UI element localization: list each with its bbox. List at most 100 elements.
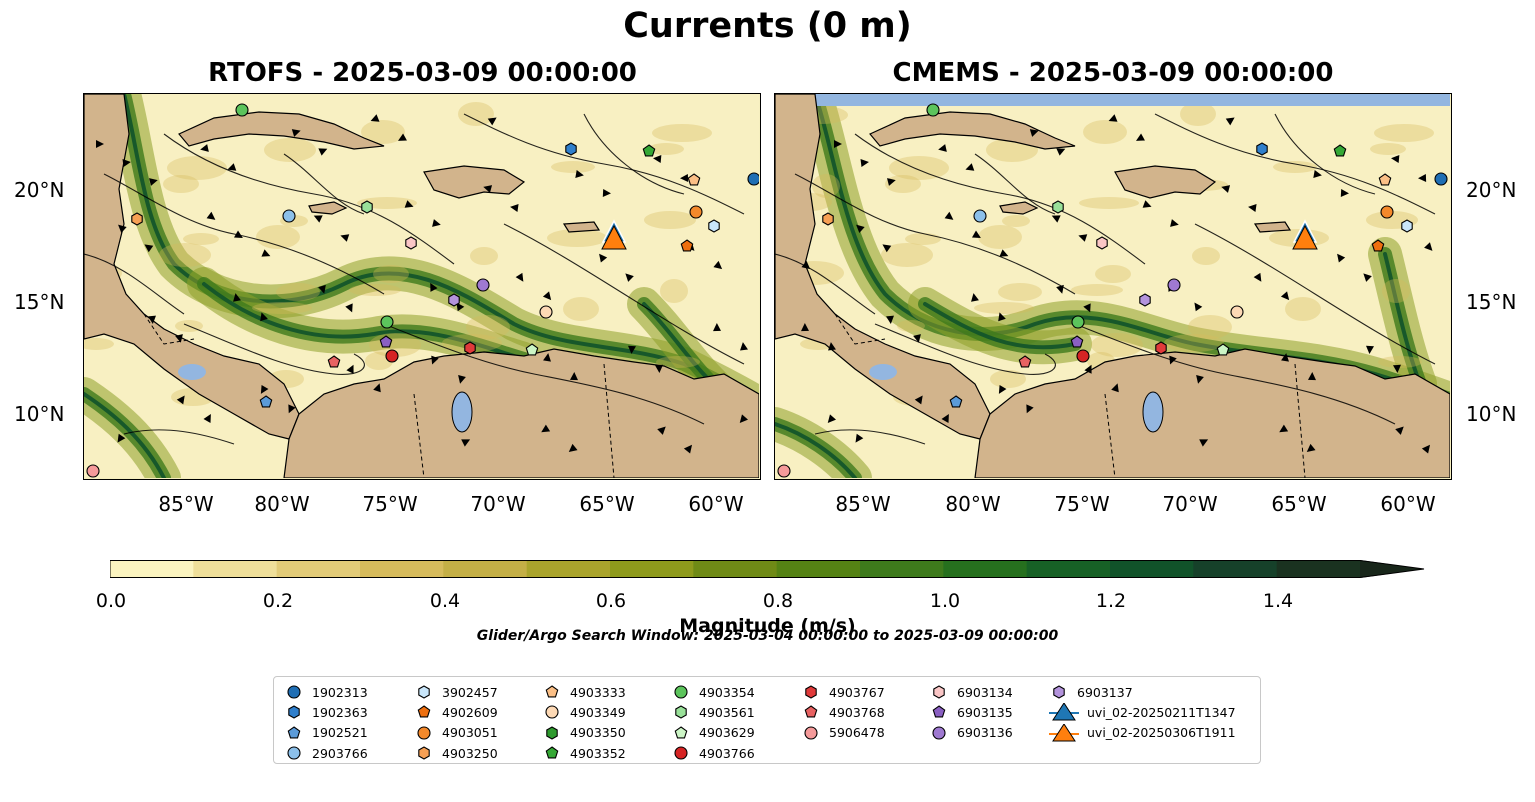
- legend-marker-icon: [418, 685, 430, 699]
- colorbar-segment: [443, 560, 528, 578]
- float-marker: [680, 239, 694, 252]
- float-marker: [822, 212, 834, 226]
- glider-marker-uvi-02-20250306: [1292, 224, 1318, 250]
- float-marker: [642, 144, 656, 157]
- legend-marker-icon: [287, 746, 301, 760]
- legend-marker-icon: [287, 685, 301, 699]
- legend-item: 4903561: [671, 702, 755, 722]
- legend-marker-icon: [417, 726, 431, 740]
- float-marker: [1071, 315, 1085, 329]
- legend-label: 4903354: [699, 684, 755, 700]
- legend-item: uvi_02-20250306T1911: [1049, 723, 1236, 743]
- colorbar-segment: [110, 560, 194, 578]
- float-marker: [380, 315, 394, 329]
- colorbar-extend-arrow: [1360, 560, 1424, 578]
- float-marker: [379, 335, 393, 348]
- colorbar-tick: 0.8: [762, 590, 794, 612]
- lon-tick-right: 75°W: [1054, 492, 1110, 516]
- colorbar-segment: [193, 560, 278, 578]
- float-marker: [539, 305, 553, 319]
- legend-column: 4903333 4903349 4903350 4903352: [542, 682, 626, 763]
- legend-marker-icon: [805, 685, 817, 699]
- colorbar-segment: [943, 560, 1028, 578]
- colorbar-tick: 0.6: [595, 590, 627, 612]
- lon-tick-right: 60°W: [1380, 492, 1436, 516]
- legend-marker-icon: [546, 726, 558, 740]
- legend-label: 4903350: [570, 725, 626, 741]
- legend-label: 4903561: [699, 704, 755, 720]
- colorbar-tick: 1.4: [1262, 590, 1294, 612]
- legend-item: 4903766: [671, 743, 755, 763]
- colorbar-segment: [610, 560, 694, 578]
- legend-marker-icon: [804, 705, 818, 718]
- float-marker: [1371, 239, 1385, 252]
- map-panel-rtofs[interactable]: [83, 93, 761, 480]
- legend-item: 4903767: [801, 682, 885, 702]
- legend-column: 3902457 4902609 4903051 4903250: [414, 682, 498, 763]
- legend-label: 4903349: [570, 704, 626, 720]
- colorbar-segment: [1110, 560, 1194, 578]
- float-marker: [777, 464, 791, 478]
- legend-item: uvi_02-20250211T1347: [1049, 702, 1236, 722]
- float-marker: [405, 236, 417, 250]
- colorbar-segment: [360, 560, 444, 578]
- lon-tick-right: 70°W: [1162, 492, 1218, 516]
- float-marker: [565, 142, 577, 156]
- legend-item: 1902521: [284, 723, 368, 743]
- legend-item: 4903333: [542, 682, 626, 702]
- float-marker: [1167, 278, 1181, 292]
- legend-column: 1902313 1902363 1902521 2903766: [284, 682, 368, 763]
- float-marker: [708, 219, 720, 233]
- legend-marker-icon: [545, 705, 559, 719]
- legend-marker-icon: [674, 685, 688, 699]
- float-marker: [235, 103, 249, 117]
- legend-marker-icon: [804, 726, 818, 740]
- current-magnitude-map-rtofs: [84, 94, 759, 478]
- colorbar-tick: 1.0: [929, 590, 961, 612]
- map-panel-cmems[interactable]: [774, 93, 1452, 480]
- float-marker: [476, 278, 490, 292]
- legend-column: 4903767 4903768 5906478: [801, 682, 885, 743]
- float-marker: [131, 212, 143, 226]
- colorbar-segment: [693, 560, 778, 578]
- legend-item: 4903768: [801, 702, 885, 722]
- legend-item: 4903250: [414, 743, 498, 763]
- legend-item: 4903349: [542, 702, 626, 722]
- legend-marker-icon: [1049, 703, 1079, 721]
- float-marker: [949, 395, 963, 408]
- legend-column: 4903354 4903561 4903629 4903766: [671, 682, 755, 763]
- legend-marker-icon: [674, 746, 688, 760]
- float-marker: [1256, 142, 1268, 156]
- legend-label: 4903333: [570, 684, 626, 700]
- float-marker: [259, 395, 273, 408]
- legend-column: 6903134 6903135 6903136: [929, 682, 1013, 743]
- legend-marker-icon: [932, 726, 946, 740]
- legend-item: 6903135: [929, 702, 1013, 722]
- legend-item: 4902609: [414, 702, 498, 722]
- legend-label: 4902609: [442, 704, 498, 720]
- colorbar-segment: [1276, 560, 1361, 578]
- colorbar-tick: 0.2: [262, 590, 294, 612]
- legend-item: 3902457: [414, 682, 498, 702]
- legend-marker-icon: [675, 705, 687, 720]
- legend-item: 4903629: [671, 723, 755, 743]
- colorbar-tick: 1.2: [1095, 590, 1127, 612]
- legend-label: 6903137: [1077, 684, 1133, 700]
- float-marker: [1052, 200, 1064, 214]
- colorbar: [109, 560, 1425, 580]
- float-marker: [464, 341, 476, 355]
- legend-marker-icon: [545, 746, 559, 759]
- legend-label: uvi_02-20250211T1347: [1087, 704, 1236, 720]
- lon-tick-right: 65°W: [1271, 492, 1327, 516]
- legend-item: 6903137: [1049, 682, 1236, 702]
- float-marker: [282, 209, 296, 223]
- lat-tick-left: 15°N: [14, 290, 65, 314]
- lat-tick-right: 20°N: [1466, 178, 1517, 202]
- float-marker: [1070, 335, 1084, 348]
- lon-tick-left: 70°W: [470, 492, 526, 516]
- glider-marker-uvi-02-20250306: [601, 224, 627, 250]
- lat-tick-right: 10°N: [1466, 402, 1517, 426]
- legend-label: 4903768: [829, 704, 885, 720]
- legend-item: 4903354: [671, 682, 755, 702]
- float-marker: [1076, 349, 1090, 363]
